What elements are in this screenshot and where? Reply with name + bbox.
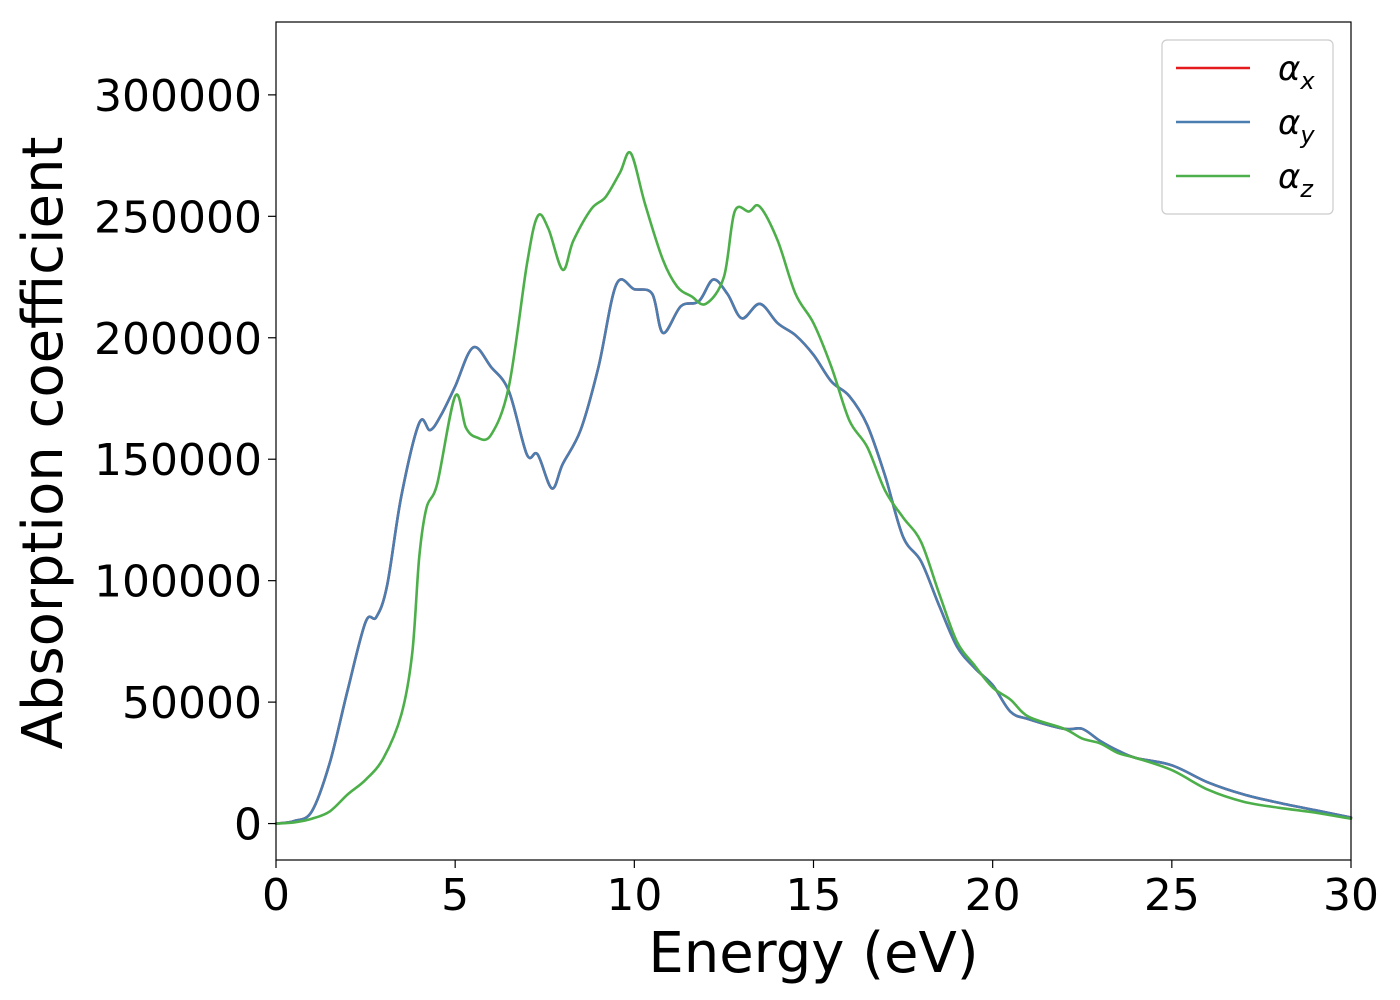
y-tick-label: 300000	[94, 71, 262, 122]
x-tick-label: 30	[1323, 870, 1379, 921]
legend-label-y: αy	[1278, 103, 1315, 149]
x-tick-label: 10	[606, 870, 662, 921]
y-tick-label: 0	[234, 800, 262, 851]
legend-label-base: α	[1278, 49, 1300, 89]
x-tick-label: 25	[1144, 870, 1200, 921]
legend-box	[1161, 39, 1334, 215]
y-tick-label: 200000	[94, 314, 262, 365]
series-line-y	[274, 278, 1353, 825]
legend-label-base: α	[1278, 103, 1300, 143]
legend-label-z: αz	[1278, 157, 1314, 203]
x-tick-label: 0	[262, 870, 290, 921]
legend-label-subscript: x	[1299, 67, 1315, 95]
y-axis: 0 50000 100000 150000 200000 250000 300000	[94, 71, 276, 851]
y-axis-label: Absorption coefficient	[11, 137, 76, 750]
legend-label-base: α	[1278, 157, 1300, 197]
legend-label-subscript: y	[1299, 121, 1315, 149]
x-axis-label: Energy (eV)	[648, 921, 978, 986]
y-tick-label: 150000	[94, 435, 262, 486]
y-tick-label: 250000	[94, 192, 262, 243]
series-line-z	[274, 150, 1353, 825]
legend-label-x: αx	[1278, 49, 1315, 95]
legend-label-subscript: z	[1299, 175, 1314, 203]
x-tick-label: 15	[786, 870, 842, 921]
y-tick-label: 100000	[94, 557, 262, 608]
series-layer	[274, 150, 1353, 825]
x-tick-label: 5	[441, 870, 469, 921]
x-axis: 0 5 10 15 20 25 30	[262, 860, 1379, 921]
y-tick-label: 50000	[122, 678, 262, 729]
x-tick-label: 20	[965, 870, 1021, 921]
